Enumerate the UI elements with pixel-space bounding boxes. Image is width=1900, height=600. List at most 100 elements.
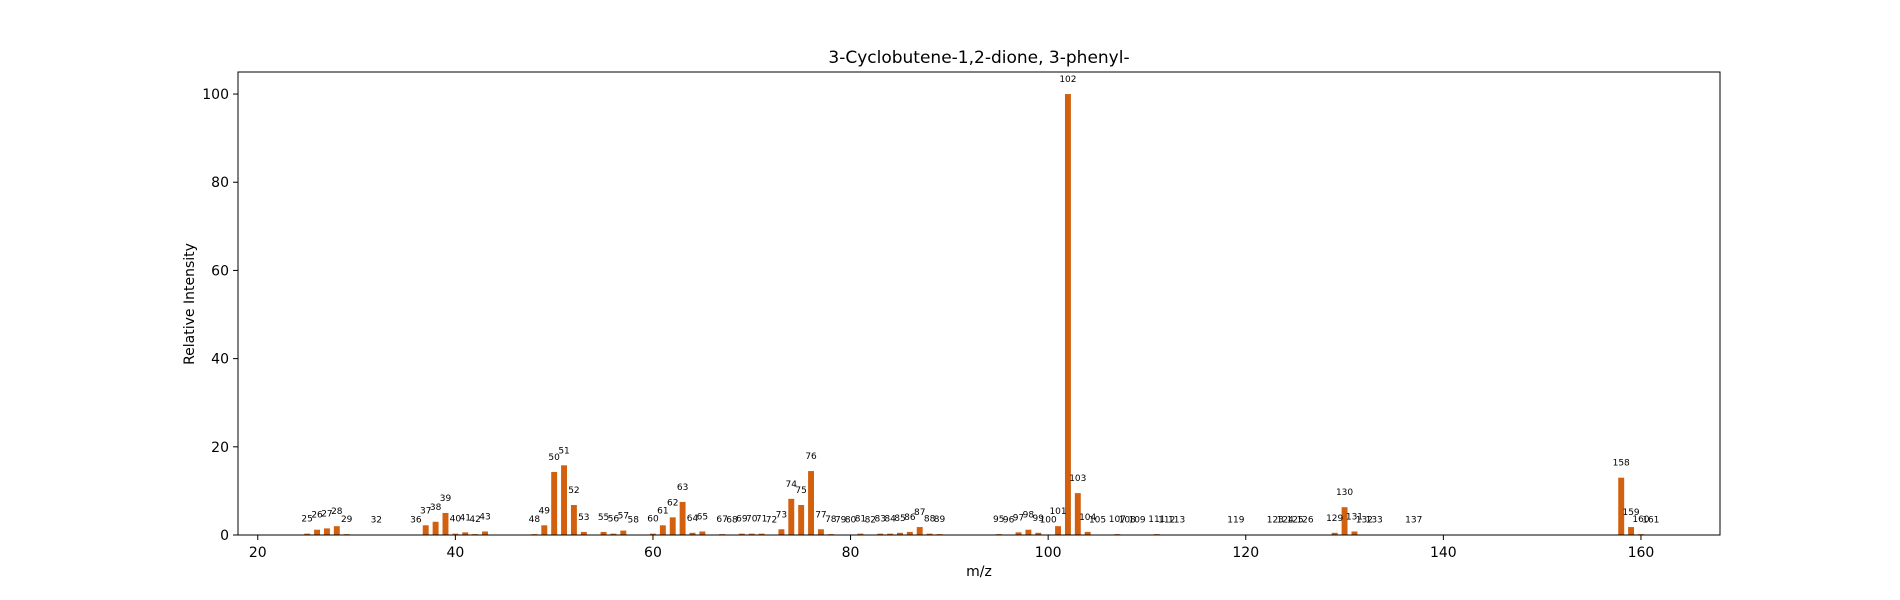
bar-label-mz-57: 57 bbox=[618, 512, 629, 522]
bar-label-mz-98: 98 bbox=[1023, 511, 1035, 521]
bar-label-mz-111: 111 bbox=[1148, 515, 1165, 525]
bar-label-mz-58: 58 bbox=[627, 516, 639, 526]
bar-label-mz-133: 133 bbox=[1366, 516, 1383, 526]
bar-mz-69 bbox=[738, 533, 745, 535]
bar-label-mz-96: 96 bbox=[1003, 516, 1015, 526]
bar-label-mz-159: 159 bbox=[1622, 508, 1639, 518]
bar-mz-53 bbox=[580, 531, 587, 535]
bar-label-mz-70: 70 bbox=[746, 515, 758, 525]
bar-label-mz-80: 80 bbox=[845, 516, 857, 526]
x-axis-label: m/z bbox=[966, 564, 992, 580]
bar-label-mz-50: 50 bbox=[548, 453, 560, 463]
bar-mz-49 bbox=[541, 525, 548, 535]
bar-label-mz-108: 108 bbox=[1119, 516, 1136, 526]
bar-mz-129 bbox=[1331, 532, 1338, 535]
bar-mz-158 bbox=[1618, 477, 1625, 535]
bar-mz-75 bbox=[798, 505, 805, 535]
bar-label-mz-49: 49 bbox=[539, 506, 551, 516]
bar-label-mz-161: 161 bbox=[1642, 516, 1659, 526]
bar-mz-37 bbox=[422, 525, 429, 535]
x-tick-label-100: 100 bbox=[1035, 545, 1062, 561]
bar-label-mz-82: 82 bbox=[865, 516, 876, 526]
bar-mz-61 bbox=[659, 525, 666, 535]
bar-label-mz-48: 48 bbox=[529, 515, 541, 525]
bar-mz-26 bbox=[314, 529, 321, 535]
bar-label-mz-64: 64 bbox=[687, 514, 699, 524]
bar-label-mz-119: 119 bbox=[1227, 516, 1244, 526]
bar-label-mz-73: 73 bbox=[776, 510, 787, 520]
bar-label-mz-109: 109 bbox=[1128, 516, 1145, 526]
bar-mz-88 bbox=[926, 533, 933, 535]
bar-mz-98 bbox=[1025, 529, 1032, 535]
x-tick-label-120: 120 bbox=[1232, 545, 1259, 561]
bar-label-mz-87: 87 bbox=[914, 508, 925, 518]
bar-label-mz-158: 158 bbox=[1613, 459, 1630, 469]
bar-label-mz-86: 86 bbox=[904, 513, 916, 523]
bar-label-mz-83: 83 bbox=[874, 515, 885, 525]
bar-mz-130 bbox=[1341, 507, 1348, 535]
bar-label-mz-32: 32 bbox=[371, 516, 382, 526]
bar-mz-40 bbox=[452, 533, 459, 535]
bar-label-mz-77: 77 bbox=[815, 510, 826, 520]
y-tick-label-60: 60 bbox=[211, 263, 229, 279]
bar-label-mz-113: 113 bbox=[1168, 516, 1185, 526]
bar-mz-77 bbox=[817, 529, 824, 535]
bar-mz-99 bbox=[1035, 532, 1042, 535]
bar-label-mz-81: 81 bbox=[855, 515, 866, 525]
bar-label-mz-107: 107 bbox=[1109, 515, 1126, 525]
x-tick-label-140: 140 bbox=[1430, 545, 1457, 561]
bar-label-mz-65: 65 bbox=[697, 512, 708, 522]
bar-mz-87 bbox=[916, 527, 923, 535]
bar-mz-57 bbox=[620, 530, 627, 535]
bar-mz-50 bbox=[551, 471, 558, 535]
bar-label-mz-25: 25 bbox=[301, 515, 312, 525]
bar-label-mz-89: 89 bbox=[934, 515, 946, 525]
ticks-layer: 20 40 60 80 100 120 140 160 0 20 40 60 80 100 bbox=[202, 87, 1654, 561]
bar-mz-159 bbox=[1628, 527, 1635, 535]
bar-mz-55 bbox=[600, 531, 607, 535]
bar-label-mz-60: 60 bbox=[647, 515, 659, 525]
bar-label-mz-40: 40 bbox=[450, 515, 462, 525]
bar-label-mz-130: 130 bbox=[1336, 488, 1353, 498]
bar-mz-51 bbox=[561, 465, 568, 535]
bar-label-mz-61: 61 bbox=[657, 506, 668, 516]
bar-label-mz-76: 76 bbox=[805, 452, 817, 462]
x-tick-label-40: 40 bbox=[446, 545, 464, 561]
bar-label-mz-26: 26 bbox=[311, 511, 323, 521]
bar-mz-28 bbox=[333, 526, 340, 535]
bar-mz-85 bbox=[897, 532, 903, 535]
bar-mz-76 bbox=[808, 471, 815, 535]
bar-label-mz-100: 100 bbox=[1040, 516, 1057, 526]
bar-label-mz-75: 75 bbox=[795, 486, 806, 496]
x-tick-label-160: 160 bbox=[1628, 545, 1655, 561]
bar-mz-131 bbox=[1351, 531, 1358, 535]
bar-label-mz-53: 53 bbox=[578, 513, 589, 523]
bar-label-mz-85: 85 bbox=[894, 514, 905, 524]
bar-label-mz-42: 42 bbox=[469, 515, 480, 525]
bar-mz-56 bbox=[610, 533, 617, 535]
bar-mz-43 bbox=[482, 531, 488, 535]
bar-label-mz-71: 71 bbox=[756, 515, 767, 525]
bar-label-mz-62: 62 bbox=[667, 498, 678, 508]
y-tick-label-20: 20 bbox=[211, 440, 229, 456]
bar-mz-71 bbox=[758, 533, 765, 535]
plot-frame bbox=[237, 71, 1721, 536]
bar-mz-39 bbox=[442, 512, 449, 535]
bar-mz-63 bbox=[679, 501, 686, 535]
y-tick-label-80: 80 bbox=[211, 175, 229, 191]
bar-label-mz-131: 131 bbox=[1346, 512, 1363, 522]
bar-mz-25 bbox=[304, 533, 311, 535]
bar-label-mz-28: 28 bbox=[331, 507, 343, 517]
bar-label-mz-67: 67 bbox=[716, 515, 727, 525]
x-tick-label-20: 20 bbox=[249, 545, 267, 561]
bar-mz-73 bbox=[778, 529, 785, 535]
bar-label-mz-88: 88 bbox=[924, 515, 936, 525]
bar-label-mz-124: 124 bbox=[1277, 516, 1294, 526]
bar-label-mz-104: 104 bbox=[1079, 513, 1096, 523]
bar-mz-60 bbox=[650, 533, 656, 535]
bar-label-mz-43: 43 bbox=[479, 512, 490, 522]
bar-mz-104 bbox=[1084, 531, 1091, 535]
bar-label-mz-125: 125 bbox=[1287, 516, 1304, 526]
